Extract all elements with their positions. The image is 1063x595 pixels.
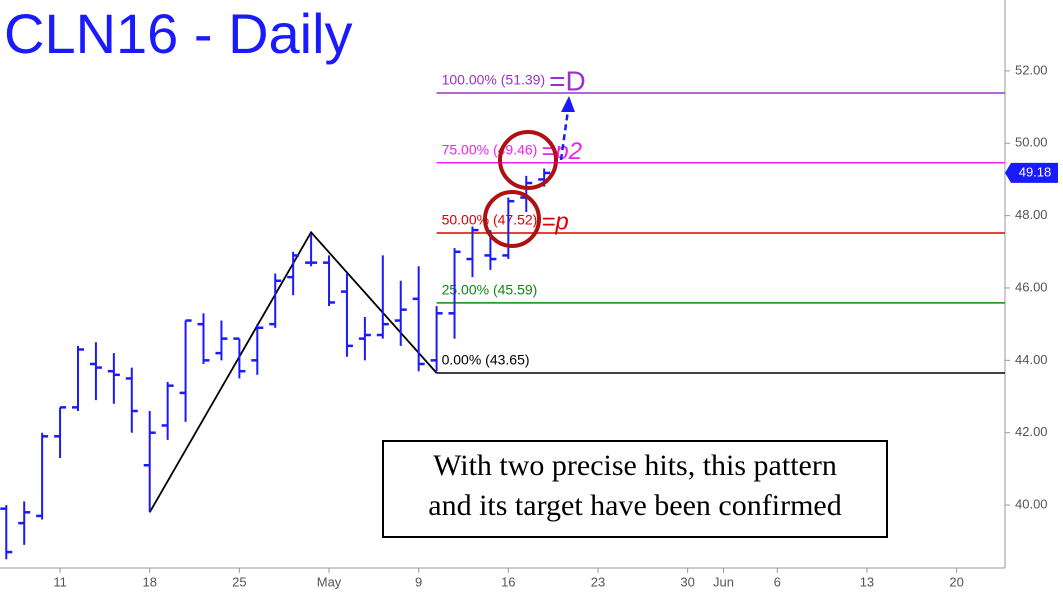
highlight-circle [498,130,558,190]
fib-label: 0.00% (43.65) [442,352,530,368]
x-tick-label: 9 [415,574,422,589]
x-tick-label: 25 [232,574,246,589]
x-tick-label: 18 [142,574,156,589]
last-price-box [1005,162,1058,183]
x-tick-label: 11 [53,574,67,589]
annotation-line: and its target have been confirmed [428,489,841,522]
x-tick-label: 20 [949,574,963,589]
y-tick-label: 52.00 [1015,62,1048,77]
y-tick-label: 50.00 [1015,135,1048,150]
highlight-circle [483,190,541,248]
chart-title: CLN16 - Daily [4,2,353,65]
plot: 40.00 42.00 44.00 46.00 48.00 50.00 52.00 11 18 2… [0,62,1048,589]
arrow-head [561,96,575,112]
fib-tag: =D [549,65,586,96]
fib-tag: =p [541,208,568,235]
fib-label: 25.00% (45.59) [442,282,538,298]
annotation-line: With two precise hits, this pattern [433,449,837,482]
x-tick-label: 6 [774,574,781,589]
x-tick-label: May [317,574,342,589]
target-arrow [559,109,570,161]
x-tick-label: 23 [591,574,605,589]
fib-label: 100.00% (51.39) [442,72,546,88]
x-tick-label: 13 [860,574,874,589]
y-tick-label: 44.00 [1015,352,1048,367]
x-tick-label: 30 [680,574,694,589]
y-tick-label: 48.00 [1015,207,1048,222]
y-tick-label: 46.00 [1015,279,1048,294]
x-tick-label: 16 [501,574,515,589]
y-tick-label: 42.00 [1015,424,1048,439]
x-tick-label: Jun [713,574,734,589]
last-price-label: 49.18 [1019,164,1052,179]
annotation-box [382,440,888,538]
pattern-line [148,230,438,513]
fib-label: 75.00% (49.46) [442,142,538,158]
y-tick-label: 40.00 [1015,496,1048,511]
fib-label: 50.00% (47.52) [442,212,538,228]
